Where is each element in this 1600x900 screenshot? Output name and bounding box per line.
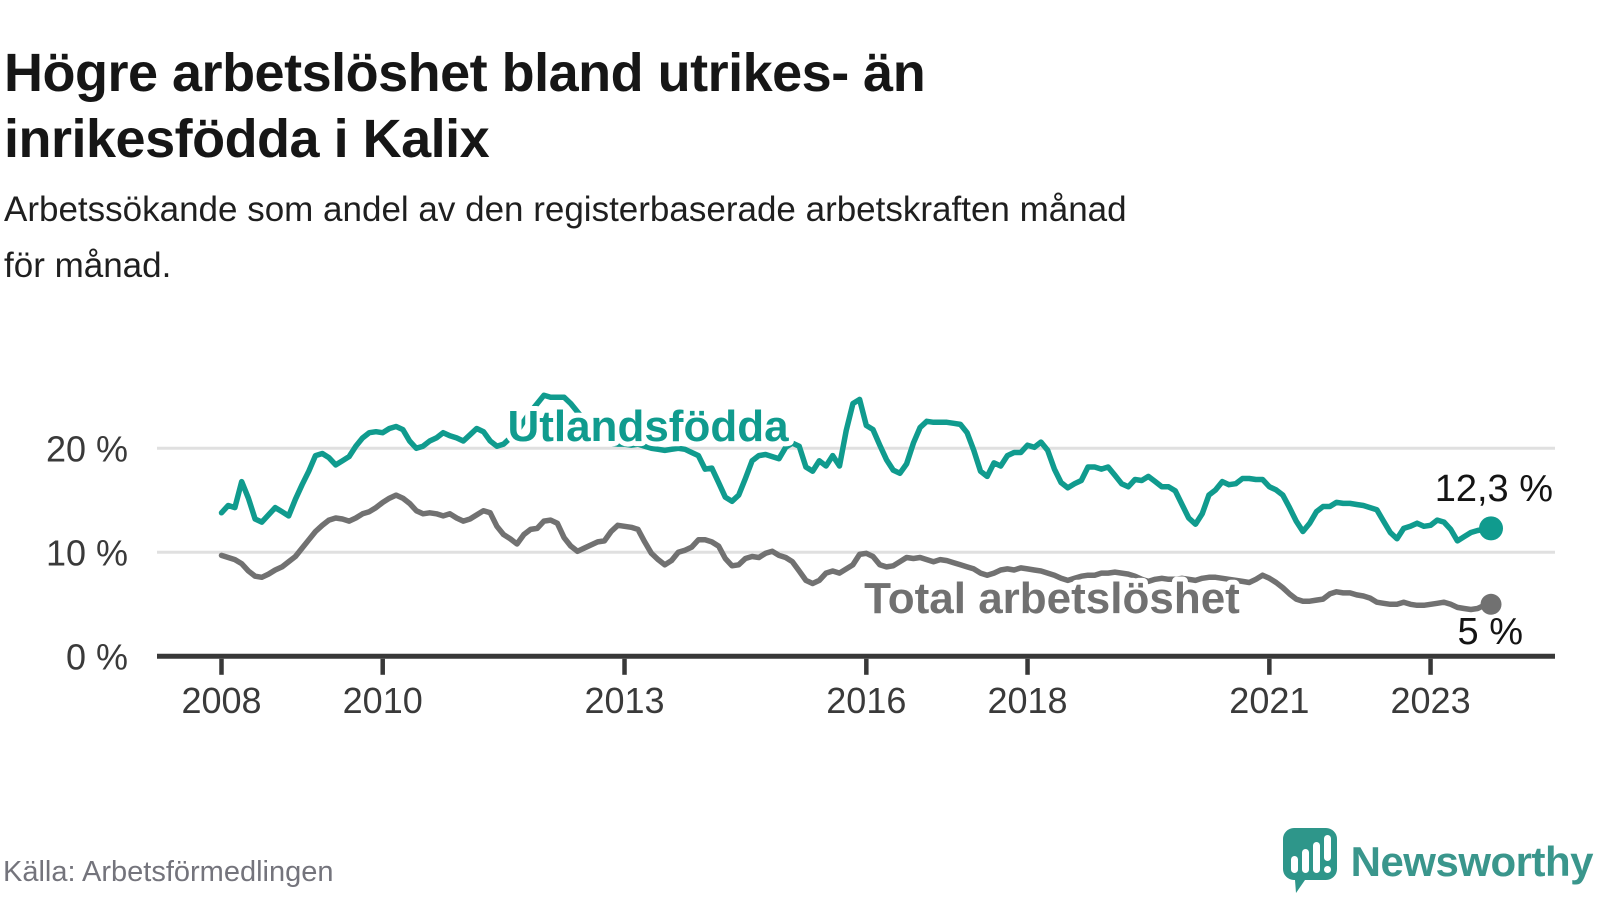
brand-name: Newsworthy <box>1350 838 1594 885</box>
y-axis-tick-label: 0 % <box>66 636 128 677</box>
series-end-value-total-arbetsloshet: 5 % <box>1458 611 1523 653</box>
x-axis-tick-label: 2013 <box>584 680 664 721</box>
source-note: Källa: Arbetsförmedlingen <box>3 856 334 888</box>
speech-bubble-shape <box>1282 828 1337 893</box>
series-end-dot-total-arbetsloshet <box>1480 593 1502 615</box>
x-axis-tick-label: 2018 <box>987 680 1067 721</box>
title-line-1: Högre arbetslöshet bland utrikes- än <box>4 43 926 104</box>
title-line-2: inrikesfödda i Kalix <box>4 109 490 170</box>
subtitle-line-1: Arbetssökande som andel av den registerb… <box>4 190 1127 229</box>
page-title: Högre arbetslöshet bland utrikes- än inri… <box>4 40 1284 172</box>
bar-icon-2 <box>1301 849 1309 873</box>
series-end-value-utlandsfodda: 12,3 % <box>1435 468 1553 510</box>
exclamation-stem-icon <box>1323 835 1331 861</box>
brand-logo: Newsworthy <box>1282 826 1594 898</box>
exclamation-dot-icon <box>1323 866 1331 873</box>
chart-subtitle: Arbetssökande som andel av den registerb… <box>4 182 1544 294</box>
x-axis-tick-label: 2010 <box>343 680 423 721</box>
series-label-utlandsfodda: Utlandsfödda <box>507 402 789 451</box>
x-axis-tick-label: 2021 <box>1229 680 1309 721</box>
series-line-total-arbetsloshet <box>218 492 1494 613</box>
y-axis-tick-label: 20 % <box>46 428 128 469</box>
x-axis-tick-label: 2023 <box>1391 680 1471 721</box>
series-line-utlandsfodda <box>218 392 1494 544</box>
subtitle-line-2: för månad. <box>4 246 172 285</box>
y-axis-tick-label: 10 % <box>46 532 128 573</box>
x-axis-tick-label: 2016 <box>826 680 906 721</box>
newsworthy-logo-icon <box>1282 828 1337 893</box>
bar-icon-1 <box>1290 856 1298 873</box>
series-end-dot-utlandsfodda <box>1479 516 1504 541</box>
bar-icon-3 <box>1312 842 1320 873</box>
series-label-total-arbetsloshet: Total arbetslöshet <box>864 574 1240 623</box>
x-axis-tick-label: 2008 <box>181 680 261 721</box>
